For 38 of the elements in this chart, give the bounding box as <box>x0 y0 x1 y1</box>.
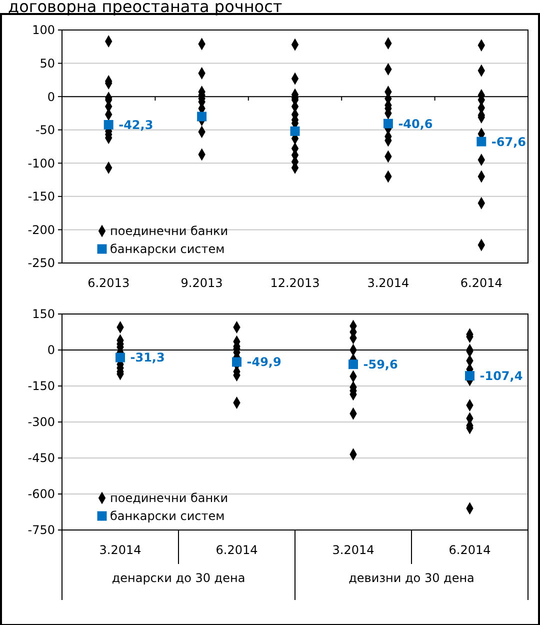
data-label: -42,3 <box>118 118 154 132</box>
data-label: -31,3 <box>130 350 165 365</box>
y-tick-label: -150 <box>28 379 55 394</box>
y-tick-label: -450 <box>28 451 55 466</box>
x-tick-label: 3.2014 <box>99 543 142 558</box>
chart-title: договорна преостаната рочност <box>8 0 282 16</box>
y-tick-label: 100 <box>32 23 55 38</box>
legend-label: банкарски систем <box>110 509 225 524</box>
y-tick-label: 0 <box>47 343 55 358</box>
y-tick-label: -750 <box>28 523 55 538</box>
x-tick-label: 12.2013 <box>270 276 320 290</box>
x-tick-label: 9.2013 <box>180 276 223 290</box>
y-tick-label: -600 <box>28 487 55 502</box>
data-label: -40,6 <box>398 116 433 131</box>
y-tick-label: -200 <box>28 222 55 237</box>
data-label: -107,4 <box>480 368 523 383</box>
x-tick-label: 6.2014 <box>448 543 491 558</box>
text: девизни до 30 дена <box>348 571 474 586</box>
data-label: -67,6 <box>491 134 526 149</box>
x-tick-label: 6.2014 <box>216 543 258 558</box>
text: денарски до 30 дена <box>112 571 246 586</box>
data-label: -59,6 <box>363 358 398 372</box>
y-tick-label: 50 <box>40 56 55 70</box>
x-tick-label: 3.2014 <box>332 543 374 558</box>
legend-label: поединечни банки <box>110 491 228 506</box>
y-tick-label: 150 <box>32 307 55 322</box>
data-label: -49,9 <box>246 355 282 370</box>
x-tick-label: 3.2014 <box>367 276 410 290</box>
y-tick-label: -250 <box>28 256 55 270</box>
legend-label: банкарски систем <box>110 242 225 256</box>
y-tick-label: -300 <box>28 415 55 430</box>
x-tick-label: 6.2013 <box>88 276 130 290</box>
legend-label: поединечни банки <box>110 224 228 238</box>
y-tick-label: -50 <box>35 123 55 138</box>
y-tick-label: -150 <box>28 190 55 204</box>
y-tick-label: -100 <box>28 156 55 170</box>
y-tick-label: 0 <box>47 90 55 104</box>
x-tick-label: 6.2014 <box>460 276 502 290</box>
